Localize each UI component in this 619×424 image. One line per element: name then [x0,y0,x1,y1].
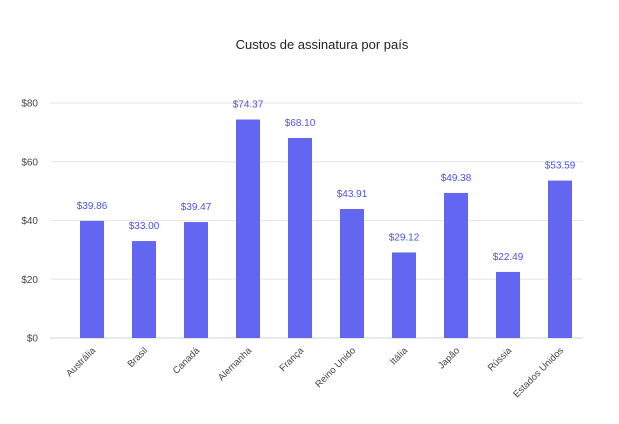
y-tick-label: $60 [21,157,38,168]
bar[interactable] [132,241,156,338]
x-tick-label: Canadá [171,345,203,377]
x-tick-label: Estados Unidos [511,345,566,400]
bar[interactable] [444,192,468,338]
y-tick-label: $20 [21,275,38,286]
data-label: $49.38 [441,173,472,184]
data-labels: $39.86 $33.00 $39.47 $74.37 $68.10 $43.91 $29.… [77,100,576,263]
x-tick-label: Reino Unido [313,345,358,390]
bar[interactable] [184,222,208,338]
x-axis: Austrália Brasil Canadá Alemanha França Reino… [64,345,566,400]
bar[interactable] [496,271,520,338]
y-tick-label: $80 [21,99,38,110]
data-label: $53.59 [545,161,576,172]
x-tick-label: Itália [388,345,410,367]
bar[interactable] [340,209,364,338]
data-label: $68.10 [285,118,316,129]
bar[interactable] [236,119,260,339]
bar[interactable] [392,252,416,338]
data-label: $33.00 [129,221,160,232]
chart-title: Custos de assinatura por país [236,37,409,52]
y-tick-label: $40 [21,216,38,227]
x-tick-label: Austrália [64,345,98,379]
y-tick-label: $0 [27,334,39,345]
y-axis: $0 $20 $40 $60 $80 [21,99,38,345]
x-tick-label: Brasil [126,345,151,370]
bar[interactable] [548,180,572,338]
x-tick-label: Japão [436,345,462,371]
x-tick-label: França [277,345,306,374]
data-label: $43.91 [337,189,368,200]
data-label: $39.47 [181,202,212,213]
x-tick-label: Alemanha [216,345,255,384]
data-label: $29.12 [389,232,420,243]
bars [80,119,572,339]
x-tick-label: Rússia [486,345,515,374]
data-label: $39.86 [77,201,108,212]
bar[interactable] [80,220,104,338]
bar[interactable] [288,137,312,338]
data-label: $22.49 [493,252,524,263]
data-label: $74.37 [233,100,264,111]
